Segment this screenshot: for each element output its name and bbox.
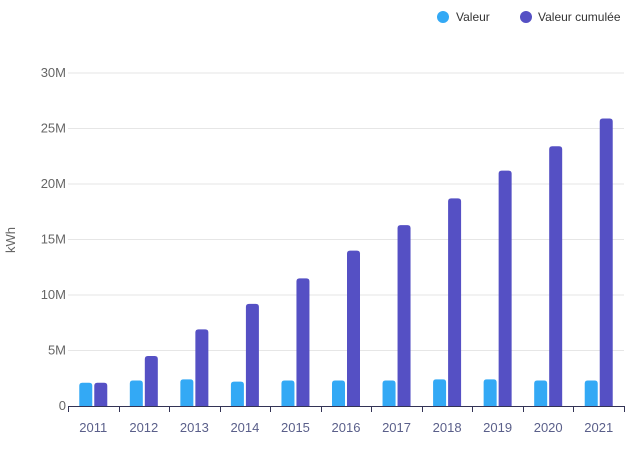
x-tick-label: 2017 (382, 420, 411, 435)
bar-valeur-cumulee-2012[interactable] (144, 356, 158, 406)
bar-valeur-2017[interactable] (382, 380, 396, 406)
x-tick-label: 2021 (584, 420, 613, 435)
bar-valeur-cumulee-2014[interactable] (245, 303, 259, 406)
y-tick-label: 20M (41, 176, 66, 191)
bar-valeur-2020[interactable] (534, 380, 548, 406)
legend-marker (520, 11, 532, 23)
x-tick-label: 2013 (180, 420, 209, 435)
x-tick-label: 2016 (332, 420, 361, 435)
bar-valeur-cumulee-2019[interactable] (498, 170, 512, 406)
bar-valeur-cumulee-2020[interactable] (549, 146, 563, 406)
bar-valeur-cumulee-2016[interactable] (347, 250, 360, 406)
bar-valeur-cumulee-2021[interactable] (599, 118, 613, 406)
bar-valeur-cumulee-2017[interactable] (397, 225, 411, 406)
bar-valeur-cumulee-2015[interactable] (296, 278, 310, 406)
x-axis: 2011 2012 2013 2014 2015 2016 2017 2018 2019 2020… (68, 406, 625, 435)
y-tick-label: 10M (41, 287, 66, 302)
x-tick-label: 2011 (79, 420, 107, 435)
bar-valeur-cumulee-2018[interactable] (448, 198, 462, 406)
bar-valeur-2016[interactable] (332, 380, 345, 406)
legend-marker (437, 11, 449, 23)
legend-item[interactable]: Valeur (437, 10, 490, 24)
bar-valeur-2012[interactable] (129, 380, 143, 406)
legend-label: Valeur cumulée (538, 10, 621, 24)
bar-valeur-2013[interactable] (180, 379, 194, 406)
bar-valeur-cumulee-2011[interactable] (94, 382, 108, 406)
bars (79, 118, 613, 406)
bar-valeur-2018[interactable] (433, 379, 447, 406)
x-tick-label: 2014 (230, 420, 259, 435)
y-axis: 0 5M 10M 15M 20M 25M 30M (41, 65, 66, 413)
x-tick-label: 2015 (281, 420, 310, 435)
x-tick-label: 2012 (129, 420, 158, 435)
y-axis-label: kWh (3, 227, 18, 253)
gridlines (68, 72, 624, 351)
bar-valeur-2011[interactable] (79, 382, 93, 406)
y-tick-label: 30M (41, 65, 66, 80)
bar-valeur-2014[interactable] (230, 381, 244, 406)
x-tick-label: 2020 (534, 420, 563, 435)
legend: Valeur Valeur cumulée (437, 10, 621, 24)
bar-valeur-2021[interactable] (584, 380, 598, 406)
x-tick-label: 2018 (433, 420, 462, 435)
legend-label: Valeur (456, 10, 490, 24)
y-tick-label: 25M (41, 121, 66, 136)
bar-valeur-2015[interactable] (281, 380, 295, 406)
legend-item[interactable]: Valeur cumulée (520, 10, 621, 24)
y-tick-label: 5M (48, 343, 66, 358)
y-tick-label: 15M (41, 232, 66, 247)
bar-valeur-2019[interactable] (483, 379, 497, 406)
y-tick-label: 0 (59, 398, 66, 413)
bar-valeur-cumulee-2013[interactable] (195, 329, 209, 406)
x-tick-label: 2019 (483, 420, 512, 435)
